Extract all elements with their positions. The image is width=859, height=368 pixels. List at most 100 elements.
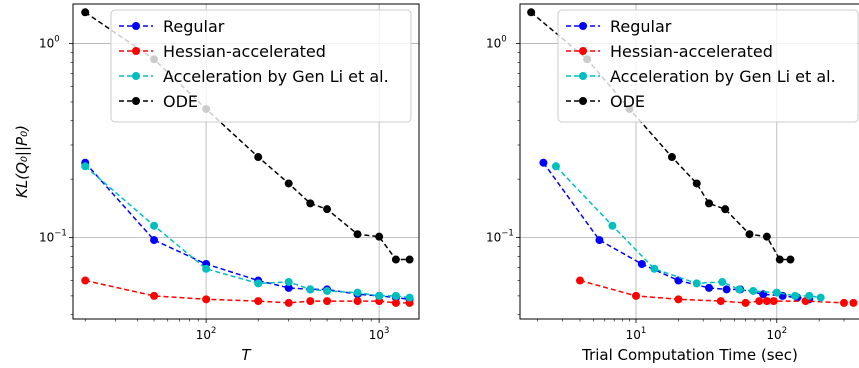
data-point	[772, 288, 781, 297]
data-point	[769, 297, 778, 306]
data-point	[718, 277, 727, 286]
x-tick-label: 102	[766, 326, 787, 342]
data-point	[323, 297, 332, 306]
data-point	[391, 298, 400, 307]
data-point	[745, 230, 754, 239]
legend-label: Hessian-accelerated	[163, 42, 326, 61]
y-tick-label: 100	[39, 35, 60, 51]
data-point	[81, 276, 90, 285]
data-point	[391, 291, 400, 300]
data-point	[306, 285, 315, 294]
data-point	[650, 264, 659, 273]
data-point	[595, 236, 604, 245]
data-point	[323, 205, 332, 214]
data-point	[722, 285, 731, 294]
y-tick-exponent: −1	[54, 229, 67, 239]
legend-box	[110, 9, 412, 123]
y-tick-exponent: −1	[501, 229, 514, 239]
axes-frame	[72, 3, 420, 320]
data-point	[721, 205, 730, 214]
data-point	[741, 298, 750, 307]
data-point	[284, 283, 293, 292]
data-point	[405, 255, 414, 264]
y-tick-label: 10−1	[39, 229, 67, 245]
data-point	[284, 277, 293, 286]
legend-swatch-marker	[132, 97, 140, 105]
data-point	[539, 158, 548, 167]
x-tick-label: 101	[626, 326, 647, 342]
data-point	[704, 283, 713, 292]
data-point	[735, 285, 744, 294]
x-tick-base: 10	[196, 328, 211, 342]
data-point	[81, 8, 90, 17]
legend-swatch-marker	[579, 72, 587, 80]
data-point	[667, 153, 676, 162]
data-point	[755, 297, 764, 306]
data-point	[353, 230, 362, 239]
data-point	[716, 297, 725, 306]
legend-swatch-marker	[579, 22, 587, 30]
x-tick-exponent: 2	[211, 326, 216, 336]
data-point	[575, 276, 584, 285]
x-tick-exponent: 3	[384, 326, 389, 336]
legend-swatch-marker	[132, 22, 140, 30]
data-point	[805, 291, 814, 300]
data-point	[704, 199, 713, 208]
legend-label: Acceleration by Gen Li et al.	[163, 67, 389, 86]
y-tick-label: 100	[486, 35, 507, 51]
data-point	[692, 279, 701, 288]
data-point	[254, 279, 263, 288]
data-point	[637, 260, 646, 269]
x-tick-exponent: 2	[782, 326, 787, 336]
x-tick-label: 102	[196, 326, 217, 342]
x-tick-base: 10	[369, 328, 384, 342]
legend-swatch-marker	[579, 47, 587, 55]
data-point	[150, 236, 159, 245]
data-point	[786, 255, 795, 264]
data-point	[150, 291, 159, 300]
data-point	[791, 291, 800, 300]
data-point	[749, 286, 758, 295]
data-point	[608, 221, 617, 230]
legend-swatch-marker	[132, 47, 140, 55]
series-line-2	[84, 165, 410, 299]
data-point	[551, 162, 560, 171]
series-line-0	[84, 162, 410, 301]
legend-swatch-marker	[579, 97, 587, 105]
y-tick-label: 10−1	[486, 229, 514, 245]
data-point	[284, 298, 293, 307]
data-point	[254, 153, 263, 162]
legend-label: ODE	[163, 92, 198, 111]
x-axis-label: Trial Computation Time (sec)	[581, 346, 798, 364]
y-tick-base: 10	[486, 37, 501, 51]
data-point	[762, 297, 771, 306]
data-point	[254, 297, 263, 306]
x-tick-base: 10	[766, 328, 781, 342]
chart-panel-1: 102 10310010−1TKL(Q₀||P₀)RegularHessian-a…	[13, 3, 420, 364]
legend-label: ODE	[610, 92, 645, 111]
data-point	[391, 255, 400, 264]
data-point	[81, 162, 90, 171]
data-point	[849, 298, 858, 307]
series-line-2	[555, 165, 821, 299]
y-tick-exponent: 0	[501, 35, 506, 45]
x-tick-label: 103	[369, 326, 390, 342]
legend-label: Regular	[610, 17, 672, 36]
x-tick-exponent: 1	[641, 326, 646, 336]
data-point	[839, 298, 848, 307]
data-point	[150, 221, 159, 230]
y-tick-base: 10	[39, 231, 54, 245]
data-point	[353, 288, 362, 297]
data-point	[284, 179, 293, 188]
data-point	[306, 199, 315, 208]
data-point	[375, 291, 384, 300]
x-tick-base: 10	[626, 328, 641, 342]
data-point	[674, 295, 683, 304]
data-point	[527, 8, 536, 17]
data-point	[202, 264, 211, 273]
y-tick-base: 10	[39, 37, 54, 51]
data-point	[353, 297, 362, 306]
series-line-1	[579, 279, 854, 304]
